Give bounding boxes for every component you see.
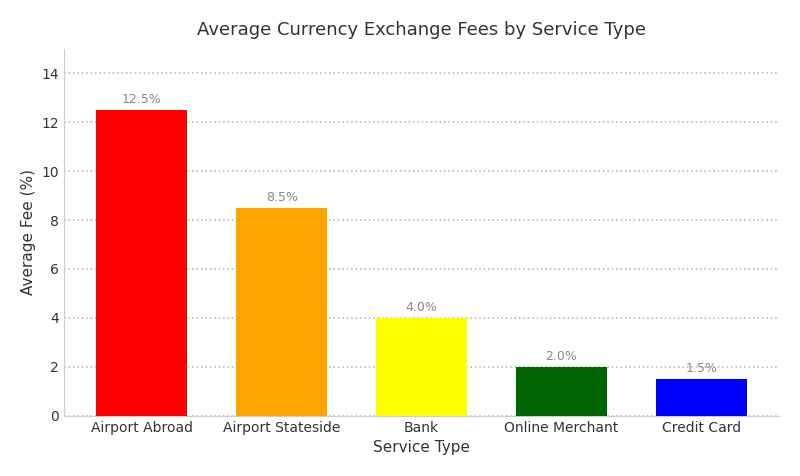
- X-axis label: Service Type: Service Type: [373, 440, 470, 455]
- Text: 12.5%: 12.5%: [122, 93, 162, 106]
- Text: 8.5%: 8.5%: [266, 191, 298, 204]
- Text: 4.0%: 4.0%: [406, 301, 438, 314]
- Bar: [516, 367, 607, 416]
- Bar: [656, 379, 746, 416]
- Y-axis label: Average Fee (%): Average Fee (%): [21, 169, 36, 295]
- Bar: [376, 318, 467, 416]
- Bar: [236, 208, 327, 416]
- Text: 2.0%: 2.0%: [546, 350, 578, 363]
- Title: Average Currency Exchange Fees by Service Type: Average Currency Exchange Fees by Servic…: [197, 21, 646, 39]
- Text: 1.5%: 1.5%: [686, 362, 717, 376]
- Bar: [96, 110, 187, 416]
